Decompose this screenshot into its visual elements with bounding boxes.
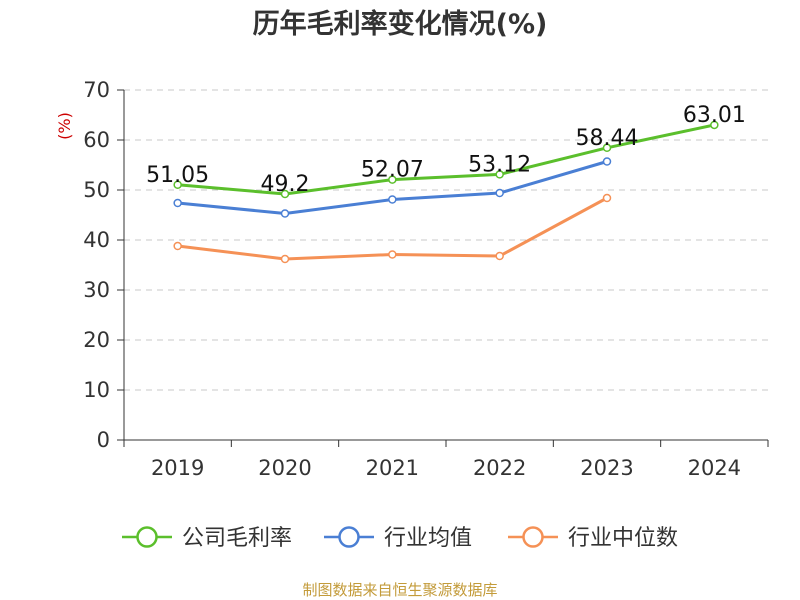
x-tick-labels: 2019 2020 2021 2022 2023 2024 xyxy=(151,456,741,480)
y-tick-label: 50 xyxy=(83,178,110,202)
data-point-2 xyxy=(495,251,504,261)
series-points xyxy=(173,120,719,264)
data-point-0 xyxy=(280,189,290,199)
data-label: 49.2 xyxy=(261,172,310,197)
data-point-0 xyxy=(495,170,504,179)
legend-label: 公司毛利率 xyxy=(182,526,292,551)
data-point-0 xyxy=(388,175,397,184)
data-label: 51.05 xyxy=(146,163,209,188)
grid-lines xyxy=(124,89,768,391)
data-point-0 xyxy=(602,143,612,153)
data-label: 58.44 xyxy=(576,126,639,151)
legend-item-0[interactable]: 公司毛利率 xyxy=(122,526,292,551)
data-point-0 xyxy=(173,180,182,189)
y-tick-label: 20 xyxy=(83,328,110,352)
legend-label: 行业中位数 xyxy=(568,526,678,551)
axes xyxy=(117,89,769,447)
y-tick-label: 30 xyxy=(83,278,110,302)
data-point-1 xyxy=(280,209,290,218)
data-point-1 xyxy=(602,157,612,166)
data-point-0 xyxy=(710,120,719,130)
y-tick-label: 70 xyxy=(83,78,110,102)
data-point-2 xyxy=(173,241,182,251)
source-note: 制图数据来自恒生聚源数据库 xyxy=(302,581,497,599)
data-point-1 xyxy=(495,188,504,198)
data-label: 53.12 xyxy=(468,152,531,177)
data-point-2 xyxy=(388,250,397,259)
y-tick-label: 40 xyxy=(83,228,110,252)
y-tick-label: 0 xyxy=(97,428,110,452)
x-tick-label: 2020 xyxy=(258,456,311,480)
legend[interactable]: 公司毛利率 行业均值 行业中位数 xyxy=(122,526,678,551)
x-tick-label: 2019 xyxy=(151,456,204,480)
legend-item-2[interactable]: 行业中位数 xyxy=(508,526,678,551)
data-point-2 xyxy=(602,193,612,203)
y-tick-labels: 0 10 20 30 40 50 60 70 xyxy=(83,78,110,452)
data-point-2 xyxy=(280,254,290,264)
legend-item-1[interactable]: 行业均值 xyxy=(324,526,472,551)
x-tick-label: 2024 xyxy=(688,456,741,480)
legend-label: 行业均值 xyxy=(384,526,472,551)
y-tick-label: 10 xyxy=(83,378,110,402)
data-point-1 xyxy=(173,198,182,208)
series-line-2 xyxy=(176,196,609,261)
x-tick-label: 2021 xyxy=(366,456,419,480)
y-axis-unit: (%) xyxy=(55,112,74,140)
y-tick-label: 60 xyxy=(83,128,110,152)
series-line-0 xyxy=(176,123,716,196)
chart-title: 历年毛利率变化情况(%) xyxy=(253,8,548,40)
x-tick-label: 2023 xyxy=(580,456,633,480)
data-point-1 xyxy=(388,195,397,204)
legend-marker-icon xyxy=(136,526,158,548)
data-label: 63.01 xyxy=(683,103,746,128)
legend-marker-icon xyxy=(338,526,360,548)
data-labels: 51.05 49.2 52.07 53.12 58.44 63.01 xyxy=(146,103,746,197)
x-tick-label: 2022 xyxy=(473,456,526,480)
legend-marker-icon xyxy=(522,526,544,548)
data-label: 52.07 xyxy=(361,158,424,183)
